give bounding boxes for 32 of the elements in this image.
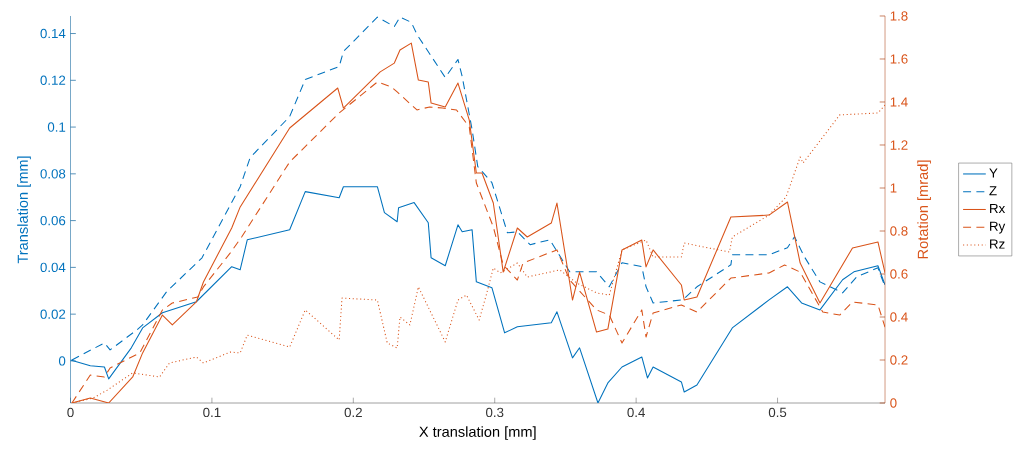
y-tick-label: 0.08 — [40, 169, 66, 179]
y2-tick-label: 1.6 — [890, 54, 908, 64]
y2-tick-label: 1 — [890, 183, 897, 193]
y2-tick-label: 0.4 — [890, 312, 908, 322]
y2-tick-label: 1.4 — [890, 97, 908, 107]
x-tick-label: 0.5 — [768, 407, 787, 418]
y-tick-label: 0.14 — [40, 28, 66, 39]
y-tick-label: 0 — [58, 356, 66, 366]
y-axis-title: Translation [mm] — [17, 156, 31, 264]
y2-tick-label: 1.8 — [890, 11, 908, 21]
x-tick-label: 0 — [67, 407, 74, 418]
legend-label: Z — [989, 186, 997, 196]
legend-label: Rx — [990, 203, 1006, 214]
x-tick-label: 0.4 — [627, 407, 645, 418]
y-tick-label: 0.02 — [40, 309, 66, 319]
y2-tick-label: 0.8 — [890, 226, 908, 236]
legend-label: Ry — [990, 221, 1006, 234]
y-tick-label: 0.06 — [40, 215, 66, 226]
x-tick-label: 0.3 — [486, 407, 504, 418]
y-tick-label: 0.12 — [40, 75, 66, 85]
y2-tick-label: 0.2 — [890, 355, 908, 365]
legend-label: Rz — [990, 239, 1005, 249]
y2-tick-label: 1.2 — [890, 140, 908, 150]
y2-axis-title: Rotation [mrad] — [917, 160, 931, 259]
y-tick-label: 0.1 — [47, 122, 66, 132]
x-axis-title: X translation [mm] — [419, 426, 536, 440]
y2-tick-label: 0.6 — [890, 269, 908, 279]
legend-label: Y — [989, 168, 998, 178]
y2-tick-label: 0 — [890, 398, 897, 408]
y-tick-label: 0.04 — [40, 262, 66, 273]
x-tick-label: 0.2 — [344, 407, 362, 418]
x-tick-label: 0.1 — [203, 407, 221, 418]
